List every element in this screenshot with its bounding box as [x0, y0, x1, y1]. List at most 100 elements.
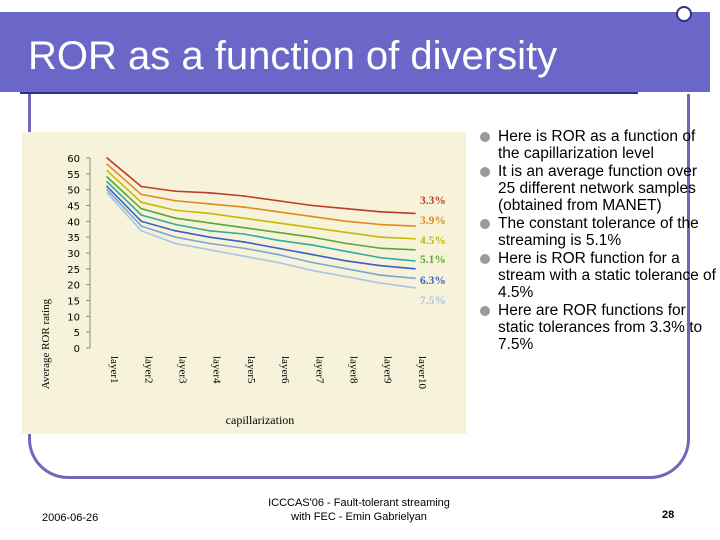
series-line	[106, 170, 415, 240]
data-point	[311, 226, 314, 229]
series-line	[106, 192, 416, 289]
data-point	[311, 236, 314, 239]
series-line	[106, 189, 415, 280]
data-point	[243, 255, 245, 258]
bullet-dot-icon	[480, 167, 490, 177]
page-number: 28	[662, 509, 675, 521]
data-point	[277, 239, 279, 242]
data-point	[208, 242, 211, 245]
data-point	[414, 248, 416, 251]
data-point	[174, 209, 177, 212]
data-point	[379, 247, 382, 250]
x-tick-label: layer5	[245, 356, 257, 384]
footer-date: 2006-06-26	[42, 512, 99, 524]
y-axis-label: Average ROR rating	[40, 298, 52, 389]
y-tick-label: 40	[67, 217, 80, 228]
bullet-text: The constant tolerance of the streaming …	[498, 215, 699, 249]
bullet-text: Here is ROR function for a stream with a…	[498, 250, 716, 301]
data-point	[379, 282, 382, 284]
bullet-item: It is an average function over 25 differ…	[478, 163, 718, 214]
x-tick-label: layer4	[211, 356, 223, 384]
data-point	[208, 222, 211, 224]
bullet-dot-icon	[480, 254, 490, 264]
x-tick-label: layer2	[142, 356, 154, 383]
data-point	[174, 199, 177, 202]
x-tick-label: layer1	[108, 356, 120, 383]
data-point	[311, 253, 314, 256]
data-point	[379, 210, 382, 213]
y-tick-label: 5	[74, 328, 80, 339]
data-point	[345, 207, 348, 210]
bullet-text: Here are ROR functions for static tolera…	[498, 302, 703, 353]
data-point	[243, 247, 245, 250]
bullet-item: Here is ROR function for a stream with a…	[478, 250, 718, 301]
data-point	[414, 286, 416, 289]
data-point	[174, 217, 177, 220]
data-point	[140, 220, 143, 223]
y-tick-label: 10	[67, 312, 80, 323]
x-tick-label: layer9	[382, 356, 394, 384]
data-point	[345, 220, 348, 223]
data-point	[140, 225, 143, 227]
x-tick-label: layer6	[279, 356, 291, 384]
data-point	[208, 248, 211, 251]
slide-title: ROR as a function of diversity	[28, 34, 558, 78]
data-point	[345, 275, 348, 278]
data-point	[106, 188, 108, 191]
data-point	[140, 229, 143, 232]
data-point	[277, 247, 279, 250]
data-point	[379, 264, 382, 267]
data-point	[311, 244, 314, 246]
x-tick-label: layer8	[348, 356, 360, 384]
data-point	[174, 236, 177, 239]
data-point	[243, 226, 245, 229]
data-point	[208, 229, 211, 232]
data-point	[243, 233, 245, 235]
y-tick-label: 60	[67, 154, 80, 165]
data-point	[208, 236, 211, 239]
data-point	[414, 212, 416, 215]
data-point	[345, 260, 348, 262]
data-point	[140, 214, 143, 216]
data-point	[243, 206, 245, 208]
bullet-dot-icon	[480, 132, 490, 142]
bullet-item: The constant tolerance of the streaming …	[478, 215, 718, 249]
data-point	[311, 204, 314, 207]
bullet-item: Here is ROR as a function of the capilla…	[478, 128, 718, 162]
data-point	[414, 277, 416, 280]
data-point	[379, 236, 382, 239]
bullet-dot-icon	[480, 219, 490, 229]
data-point	[414, 260, 416, 262]
data-point	[140, 207, 143, 210]
data-point	[379, 223, 382, 226]
data-point	[277, 222, 279, 224]
y-tick-label: 45	[67, 202, 80, 213]
y-tick-label: 30	[67, 249, 80, 260]
series-line	[106, 181, 415, 262]
data-point	[106, 185, 108, 188]
y-tick-label: 50	[67, 186, 80, 197]
data-point	[414, 237, 416, 240]
data-point	[311, 269, 314, 272]
data-point	[106, 180, 108, 183]
data-point	[277, 261, 279, 264]
series-line	[106, 185, 415, 270]
bullet-dot-icon	[480, 306, 490, 316]
data-point	[174, 223, 177, 226]
y-tick-label: 55	[67, 170, 80, 181]
bullet-list: Here is ROR as a function of the capilla…	[478, 128, 718, 354]
bullet-text: It is an average function over 25 differ…	[498, 163, 698, 214]
data-point	[106, 169, 108, 172]
data-point	[106, 163, 108, 166]
bullet-item: Here are ROR functions for static tolera…	[478, 302, 718, 353]
data-point	[243, 241, 245, 243]
data-point	[106, 191, 108, 194]
series-label: 5.1%	[420, 254, 446, 266]
series-line	[106, 176, 415, 251]
data-point	[277, 231, 279, 234]
y-tick-label: 35	[67, 233, 80, 244]
data-point	[208, 191, 211, 194]
footer-title: ICCCAS'06 - Fault-tolerant streaming wit…	[244, 496, 474, 524]
data-point	[277, 199, 279, 202]
series-line	[106, 163, 415, 227]
